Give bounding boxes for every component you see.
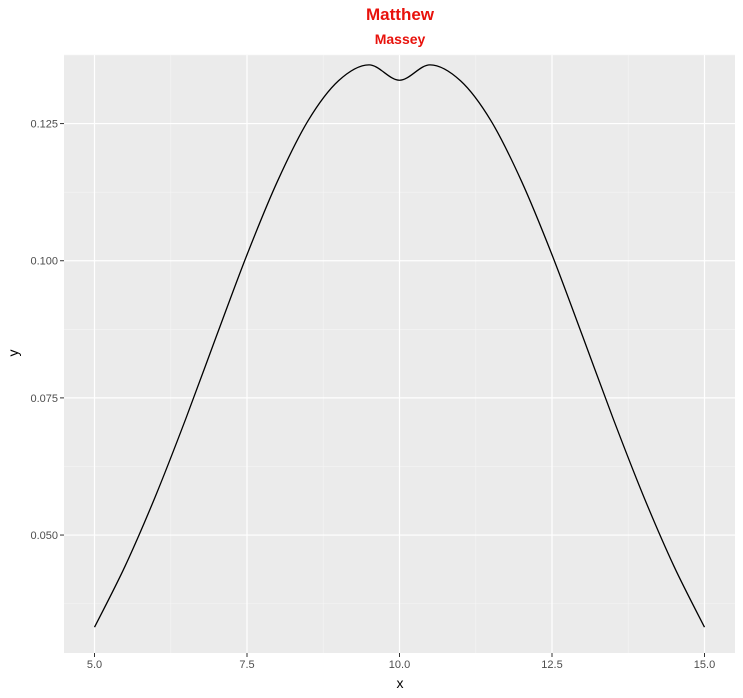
x-axis-title: x [397, 675, 404, 691]
series-line [93, 64, 706, 628]
chart-title: Matthew [366, 5, 435, 24]
y-tick-label: 0.100 [30, 256, 58, 268]
major-gridlines [64, 55, 735, 653]
y-tick-label: 0.125 [30, 119, 58, 131]
x-axis-ticks: 5.0 7.5 10.0 12.5 15.0 [87, 653, 715, 671]
x-tick-label: 12.5 [541, 659, 562, 671]
y-tick-label: 0.075 [30, 393, 58, 405]
y-axis-ticks: 0.050 0.075 0.100 0.125 [30, 119, 64, 542]
x-tick-label: 15.0 [694, 659, 715, 671]
x-tick-label: 10.0 [389, 659, 410, 671]
x-tick-label: 5.0 [87, 659, 102, 671]
y-axis-title: y [5, 350, 21, 357]
x-tick-label: 7.5 [239, 659, 254, 671]
chart-subtitle: Massey [375, 31, 426, 47]
y-tick-label: 0.050 [30, 530, 58, 542]
